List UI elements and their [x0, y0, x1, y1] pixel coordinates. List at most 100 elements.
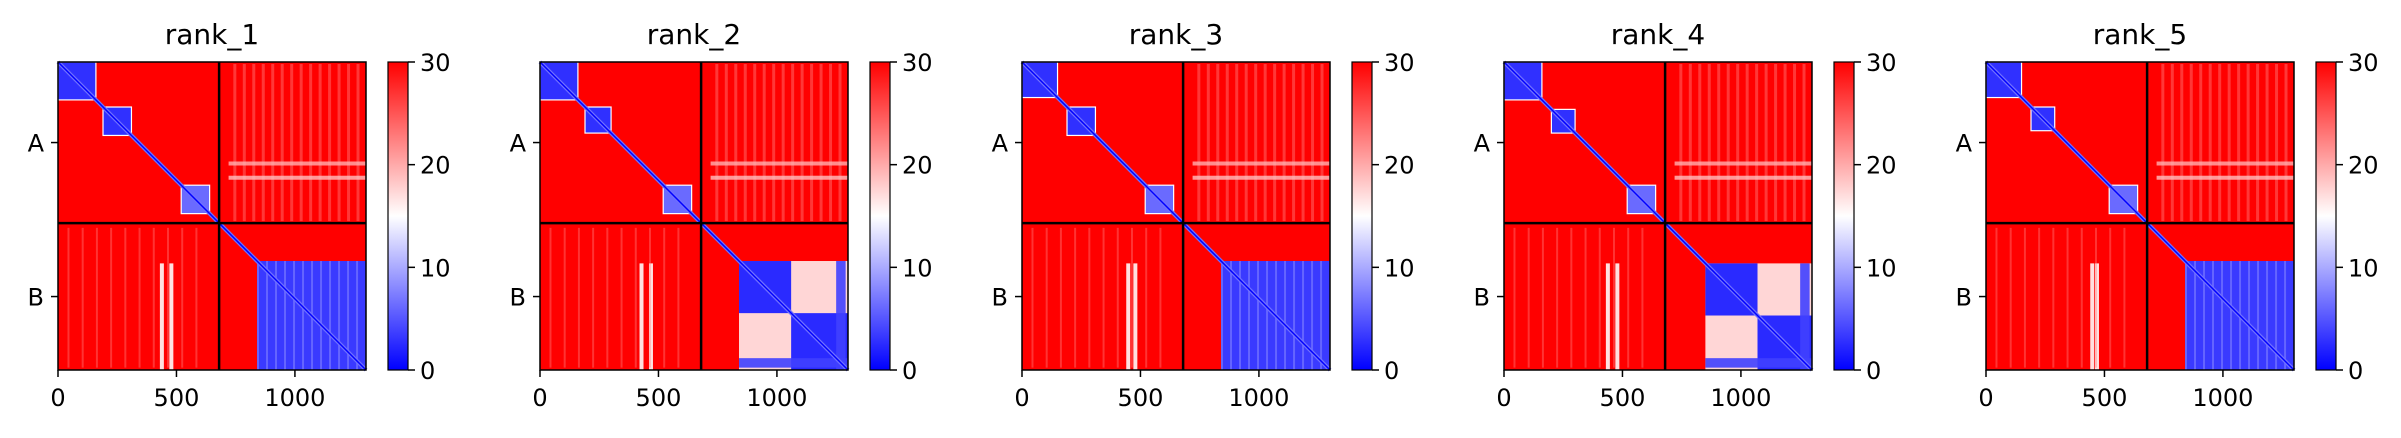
contact-stripe	[710, 161, 848, 166]
domain-texture	[275, 261, 278, 370]
colorbar-tick-label: 10	[2348, 254, 2379, 282]
contact-stripe	[1745, 64, 1749, 222]
x-tick-label: 1000	[264, 384, 325, 412]
y-tick-label: A	[992, 130, 1009, 158]
x-tick-label: 1000	[1710, 384, 1771, 412]
contact-stripe	[677, 227, 680, 368]
domain-texture	[1284, 261, 1287, 370]
contact-stripe	[634, 227, 637, 368]
contact-stripe	[1301, 64, 1305, 222]
contact-stripe	[1688, 64, 1692, 222]
contact-stripe	[228, 161, 366, 166]
contact-stripe	[1584, 227, 1587, 368]
contact-stripe	[620, 227, 623, 368]
contact-stripe	[1059, 227, 1062, 368]
domain-texture	[2230, 261, 2233, 370]
colorbar-frame	[1833, 61, 1855, 371]
contact-stripe	[1206, 64, 1210, 222]
contact-stripe	[1263, 64, 1267, 222]
colorbar-tick-label: 20	[1866, 152, 1897, 180]
domain-texture	[338, 261, 341, 370]
contact-stripe	[195, 227, 198, 368]
contact-stripe	[1130, 227, 1133, 368]
colorbar-tick-label: 0	[1866, 357, 1881, 385]
domain-texture	[320, 261, 323, 370]
contact-stripe	[2038, 227, 2041, 368]
x-tick-label: 500	[1600, 384, 1646, 412]
contact-stripe	[138, 227, 141, 368]
contact-stripe	[1793, 64, 1797, 222]
contact-stripe	[1726, 64, 1730, 222]
panel-title: rank_3	[1129, 18, 1223, 51]
contact-stripe	[1598, 227, 1601, 368]
contact-stripe	[110, 227, 113, 368]
domain-texture	[347, 261, 350, 370]
heatmap-panel-3: rank_3 A B 0 500 1000 0 10 20 30	[992, 18, 1415, 412]
contact-stripe	[2023, 227, 2026, 368]
contact-stripe	[242, 64, 246, 222]
contact-stripe	[290, 64, 294, 222]
diagonal	[1021, 61, 1331, 371]
colorbar	[388, 62, 408, 370]
domain-texture	[2257, 261, 2260, 370]
contact-stripe	[1102, 227, 1105, 368]
domain-texture	[2266, 261, 2269, 370]
contact-stripe	[1556, 227, 1559, 368]
contact-stripe	[2180, 64, 2184, 222]
contact-stripe	[2094, 263, 2099, 370]
x-tick-label: 500	[154, 384, 200, 412]
panel-title: rank_5	[2093, 18, 2187, 51]
contact-stripe	[2090, 263, 2095, 370]
contact-stripe	[1145, 227, 1148, 368]
domain-texture	[2248, 261, 2251, 370]
contact-stripe	[1292, 64, 1296, 222]
contact-stripe	[299, 64, 303, 222]
colorbar-tick-label: 10	[420, 254, 451, 282]
contact-stripe	[549, 227, 552, 368]
domain-texture	[1266, 261, 1269, 370]
contact-stripe	[1320, 64, 1324, 222]
contact-stripe	[1159, 227, 1162, 368]
heatmap-panel-2: rank_2 A B 0 500 1000 0 10 20 30	[510, 18, 933, 412]
domain-texture	[1248, 261, 1251, 370]
contact-stripe	[563, 227, 566, 368]
contact-stripe	[347, 64, 351, 222]
contact-stripe	[2246, 64, 2250, 222]
contact-stripe	[1570, 227, 1573, 368]
colorbar-frame	[2315, 61, 2337, 371]
contact-stripe	[592, 227, 595, 368]
x-tick-label: 500	[636, 384, 682, 412]
heatmap-panel-5: rank_5 A B 0 500 1000 0 10 20 30	[1956, 18, 2379, 412]
contact-stripe	[1736, 64, 1740, 222]
contact-stripe	[639, 263, 644, 370]
y-tick-label: B	[1956, 284, 1972, 312]
contact-stripe	[772, 64, 776, 222]
contact-stripe	[1244, 64, 1248, 222]
colorbar-tick-label: 10	[902, 254, 933, 282]
domain-texture	[266, 261, 269, 370]
contact-stripe	[1074, 227, 1077, 368]
x-tick-label: 0	[1014, 384, 1029, 412]
contact-stripe	[181, 227, 184, 368]
colorbar-frame	[869, 61, 891, 371]
heatmap-panel-1: rank_1 A B 0 500 1000 0 10 20 30	[28, 18, 451, 412]
contact-stripe	[791, 64, 795, 222]
contact-stripe	[1541, 227, 1544, 368]
contact-stripe	[2199, 64, 2203, 222]
contact-stripe	[2208, 64, 2212, 222]
domain-block	[1705, 358, 1812, 368]
colorbar-tick-label: 20	[902, 152, 933, 180]
contact-stripe	[1698, 64, 1702, 222]
domain-block	[836, 261, 846, 370]
contact-stripe	[2227, 64, 2231, 222]
contact-stripe	[1126, 263, 1131, 370]
contact-stripe	[648, 263, 653, 370]
contact-stripe	[648, 227, 651, 368]
contact-stripe	[1197, 64, 1201, 222]
contact-stripe	[328, 64, 332, 222]
domain-texture	[302, 261, 305, 370]
panel-title: rank_2	[647, 18, 741, 51]
contact-stripe	[710, 175, 848, 180]
contact-stripe	[81, 227, 84, 368]
